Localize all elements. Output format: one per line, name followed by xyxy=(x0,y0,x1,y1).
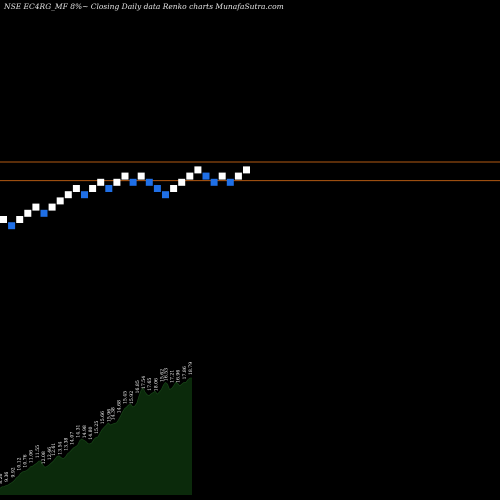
volume-outline xyxy=(0,377,192,489)
volume-label-6: 11.06 xyxy=(29,450,35,463)
volume-label-14: 14.31 xyxy=(76,424,82,437)
volume-label-13: 14.07 xyxy=(70,432,76,445)
volume-label-31: 16.96 xyxy=(176,370,182,383)
brick-up-12 xyxy=(89,185,97,192)
chart-title: NSE EC4RG_MF 8%~ Closing Daily data Renk… xyxy=(3,2,284,11)
volume-label-7: 11.55 xyxy=(35,445,41,458)
volume-label-11: 13.54 xyxy=(57,441,63,454)
volume-label-27: 18.06 xyxy=(153,378,159,391)
brick-up-18 xyxy=(137,172,145,180)
volume-label-18: 15.66 xyxy=(100,411,106,424)
brick-down-26 xyxy=(202,172,210,180)
volume-label-21: 14.68 xyxy=(117,400,123,413)
brick-up-8 xyxy=(56,197,64,205)
volume-label-16: 14.80 xyxy=(88,426,94,439)
volume-label-25: 17.54 xyxy=(141,376,147,389)
volume-label-17: 15.25 xyxy=(94,421,100,434)
volume-label-10: 12.61 xyxy=(51,443,57,456)
brick-down-21 xyxy=(162,191,169,199)
volume-label-26: 17.65 xyxy=(147,378,153,391)
volume-label-22: 15.45 xyxy=(123,391,129,404)
reference-lines xyxy=(0,161,500,182)
volume-label-8: 12.08 xyxy=(41,451,47,464)
volume-label-9: 12.46 xyxy=(47,447,53,460)
brick-up-25 xyxy=(194,166,202,174)
brick-down-27 xyxy=(210,178,218,186)
brick-down-6 xyxy=(40,209,48,217)
brick-up-15 xyxy=(113,178,121,186)
brick-up-1 xyxy=(0,216,7,223)
brick-down-20 xyxy=(153,185,161,192)
brick-down-11 xyxy=(81,191,88,199)
volume-label-19: 15.96 xyxy=(106,409,112,422)
brick-down-2 xyxy=(8,222,16,230)
volume-label-30: 17.21 xyxy=(170,370,176,383)
volume-label-29: 16.53 xyxy=(164,368,170,381)
volume-label-12: 13.38 xyxy=(63,438,69,451)
renko-bricks xyxy=(0,166,250,230)
brick-up-4 xyxy=(24,209,32,217)
volume-area xyxy=(0,377,192,495)
brick-up-24 xyxy=(186,172,194,180)
brick-up-23 xyxy=(178,178,186,186)
volume-label-23: 15.92 xyxy=(129,391,135,404)
brick-down-14 xyxy=(105,185,113,192)
volume-label-2: 9.36 xyxy=(4,472,10,482)
brick-down-29 xyxy=(226,178,234,186)
volume-label-33: 18.79 xyxy=(188,362,194,375)
brick-up-3 xyxy=(16,216,24,223)
volume-label-3: 9.92 xyxy=(10,467,16,477)
volume-label-1: 8.26 xyxy=(0,473,4,483)
brick-up-16 xyxy=(121,172,129,180)
brick-down-19 xyxy=(145,178,153,186)
brick-up-28 xyxy=(218,172,226,180)
volume-label-4: 10.12 xyxy=(16,457,22,470)
brick-up-13 xyxy=(97,178,105,186)
brick-up-30 xyxy=(234,172,242,180)
volume-label-5: 10.76 xyxy=(23,454,29,467)
brick-up-5 xyxy=(32,203,40,211)
brick-up-10 xyxy=(72,185,80,192)
brick-up-9 xyxy=(64,191,72,199)
brick-up-7 xyxy=(48,203,56,211)
brick-up-22 xyxy=(170,185,178,192)
brick-down-17 xyxy=(129,178,137,186)
volume-label-24: 16.85 xyxy=(135,380,141,393)
volume-label-20: 14.38 xyxy=(110,407,116,420)
volume-label-32: 17.86 xyxy=(182,366,188,379)
volume-label-28: 15.62 xyxy=(159,369,165,382)
volume-label-15: 14.98 xyxy=(82,425,88,438)
brick-up-31 xyxy=(243,166,250,174)
